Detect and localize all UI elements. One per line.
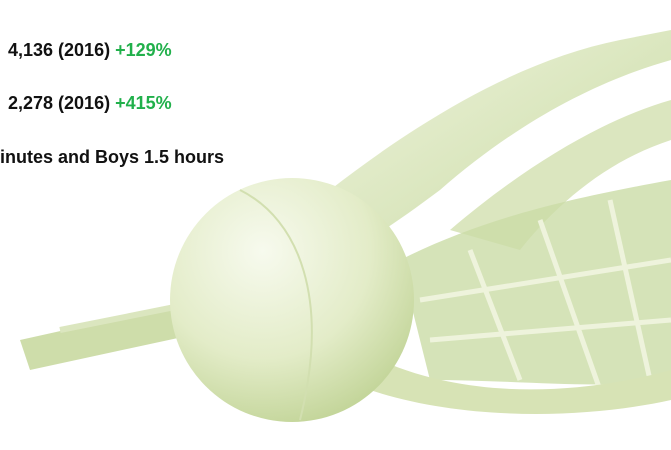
stat-line: 2,278 (2016) +415% xyxy=(8,93,172,114)
stat-change: +415% xyxy=(115,93,172,113)
stat-text: 4,136 (2016) xyxy=(8,40,110,60)
stat-line: inutes and Boys 1.5 hours xyxy=(0,147,224,168)
lacrosse-image xyxy=(0,0,671,450)
slide: {"lines": [ {"text": "4,136 (2016)", "ch… xyxy=(0,0,671,450)
stat-change: +129% xyxy=(115,40,172,60)
stat-text: inutes and Boys 1.5 hours xyxy=(0,147,224,167)
stat-text: 2,278 (2016) xyxy=(8,93,110,113)
ball xyxy=(170,178,414,422)
stat-line: 4,136 (2016) +129% xyxy=(8,40,172,61)
